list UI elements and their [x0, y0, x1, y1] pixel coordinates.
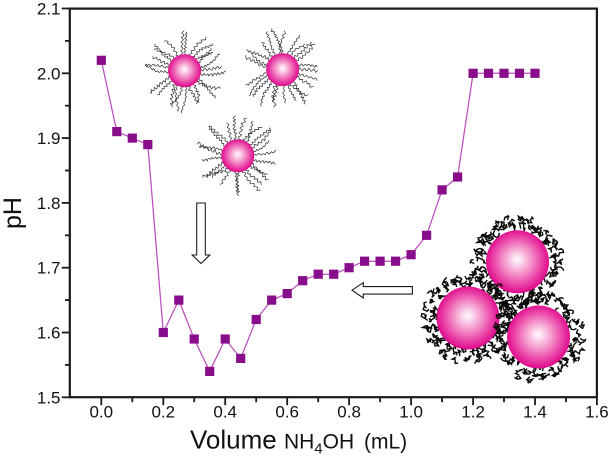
svg-text:0.4: 0.4 — [213, 403, 237, 422]
svg-text:1.4: 1.4 — [523, 403, 547, 422]
svg-text:0.2: 0.2 — [151, 403, 175, 422]
svg-text:1.8: 1.8 — [37, 194, 61, 213]
svg-text:1.7: 1.7 — [37, 259, 61, 278]
svg-text:1.2: 1.2 — [461, 403, 485, 422]
svg-text:1.9: 1.9 — [37, 129, 61, 148]
svg-text:1.6: 1.6 — [585, 403, 609, 422]
svg-text:1.0: 1.0 — [399, 403, 423, 422]
svg-text:1.6: 1.6 — [37, 324, 61, 343]
svg-text:0.8: 0.8 — [337, 403, 361, 422]
svg-text:2.1: 2.1 — [37, 0, 61, 19]
svg-text:pH: pH — [0, 197, 27, 229]
svg-text:1.5: 1.5 — [37, 388, 61, 407]
svg-text:Volume NH4OH (mL): Volume NH4OH (mL) — [190, 425, 407, 458]
svg-text:2.0: 2.0 — [37, 64, 61, 83]
svg-text:0.0: 0.0 — [89, 403, 113, 422]
svg-text:0.6: 0.6 — [275, 403, 299, 422]
